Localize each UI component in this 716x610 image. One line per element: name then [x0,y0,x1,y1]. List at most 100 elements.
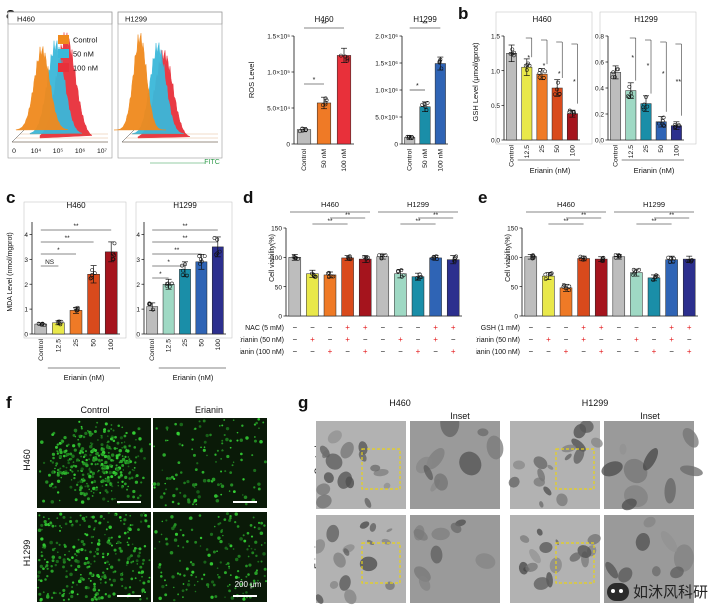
cell-spot [67,471,70,475]
cell-spot [78,548,81,551]
treatment-mark: − [416,335,421,344]
y-tick-label: 0 [286,142,290,149]
y-tick-label: 3 [136,257,140,264]
cell-spot [110,448,112,450]
organelle [605,561,619,579]
g-col-h1299: H1299 [581,398,609,408]
bar [566,113,578,141]
cell-spot [193,584,196,586]
organelle [564,453,572,461]
cell-spot [228,589,231,593]
data-point [324,98,329,103]
data-point [672,125,677,130]
cell-spot [239,537,243,541]
cell-spot [128,477,132,480]
cell-spot [220,482,222,485]
organelle [590,437,603,448]
x-tick-label: 100 [673,145,680,157]
bar [358,258,372,317]
cell-spot [76,584,78,586]
cell-spot [135,559,139,563]
data-point [348,256,353,261]
cell-spot [140,570,145,574]
data-point [399,268,404,273]
cell-spot [254,571,258,575]
cell-spot [135,439,137,441]
cell-spot [174,422,177,426]
treatment-label: NAC (5 mM) [245,325,284,332]
cell-spot [128,527,132,532]
sig-marker: * [647,63,650,70]
treatment-mark: − [398,323,403,332]
cell-spot [106,554,109,556]
cell-spot [63,543,66,547]
y-tick-label: 150 [507,226,518,233]
y-tick-label: 4 [136,232,140,239]
y-tick-label: 1.0 [491,68,500,75]
cell-spot [131,524,134,527]
treatment-mark: + [345,335,350,344]
organelle [385,581,395,591]
cell-spot [260,521,264,525]
cell-spot [93,555,96,558]
cell-spot [153,445,155,448]
cell-spot [80,447,85,451]
organelle [512,460,525,470]
data-point [641,105,646,110]
cell-spot [248,563,252,567]
cell-spot [63,436,67,440]
data-point [331,274,336,279]
cell-spot [86,484,90,488]
cell-spot [206,454,208,457]
y-tick-label: 0.6 [595,60,604,67]
treatment-mark: − [363,335,368,344]
cell-spot [119,459,123,464]
cell-spot [242,597,246,601]
treatment-mark: − [292,335,297,344]
cell-spot [114,497,116,500]
cell-spot [217,536,221,540]
chart-title: H1299 [173,201,197,210]
cell-spot [128,471,132,474]
cell-spot [143,545,147,548]
treatment-mark: − [451,335,456,344]
cell-spot [254,540,258,544]
cell-spot [139,520,143,523]
cell-spot [103,472,106,475]
bar [394,273,407,317]
cell-spot [81,516,86,521]
organelle [322,449,330,459]
cell-spot [109,483,112,486]
data-point [543,69,547,74]
cell-spot [198,514,202,517]
cell-spot [94,425,98,429]
y-axis-label: MDA Level (nmol/mgprot) [7,232,14,311]
treatment-mark: − [328,335,333,344]
y-axis-label: ROS Level [247,62,256,99]
cell-spot [194,468,198,472]
cell-spot [94,551,97,553]
data-point [510,51,515,56]
cell-spot [164,537,168,541]
cell-spot [123,434,127,438]
cell-spot [52,486,54,489]
cell-spot [131,569,135,573]
organelle [539,501,544,508]
data-point [75,307,80,312]
cell-spot [67,443,70,446]
cell-spot [221,450,224,452]
data-point [437,59,442,63]
x-tick-label: 12.5 [524,145,531,158]
treatment-mark: + [687,347,692,356]
cell-spot [228,565,230,568]
cell-spot [112,429,115,432]
cell-spot [198,420,201,423]
organelle [549,557,562,574]
cell-spot [115,454,119,458]
data-point [112,241,117,246]
bar [179,269,191,335]
cell-spot [81,451,85,454]
cell-spot [229,471,233,474]
cell-spot [82,542,86,546]
cell-spot [86,482,88,485]
